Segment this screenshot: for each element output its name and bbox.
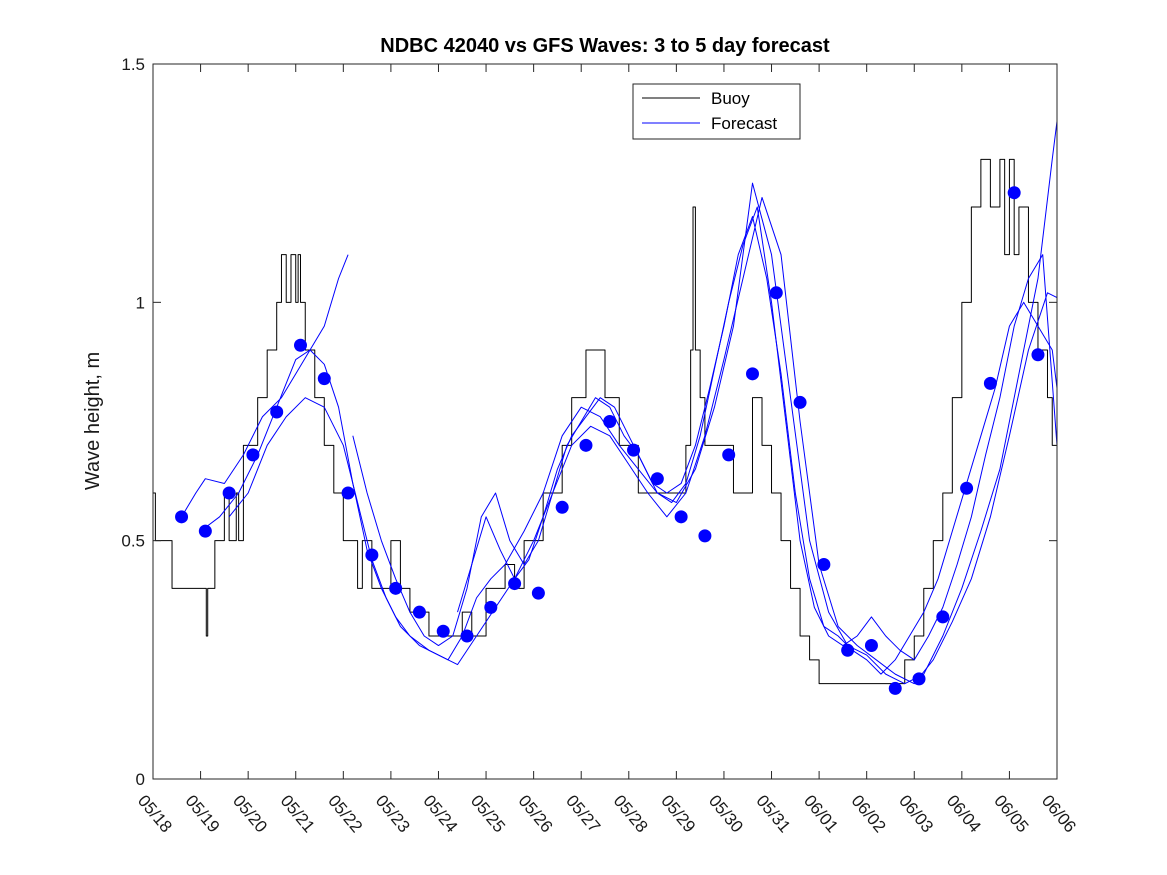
forecast-marker	[317, 372, 331, 386]
forecast-marker	[745, 367, 759, 381]
y-tick-label: 0	[136, 770, 145, 789]
series-layer	[153, 121, 1057, 695]
forecast-marker	[579, 438, 593, 452]
forecast-marker	[936, 610, 950, 624]
y-tick-label: 1	[136, 293, 145, 312]
forecast-marker	[793, 395, 807, 409]
forecast-series-line	[228, 196, 1057, 685]
forecast-marker	[460, 629, 474, 643]
forecast-marker	[508, 577, 522, 591]
chart-title: NDBC 42040 vs GFS Waves: 3 to 5 day fore…	[380, 35, 830, 57]
y-axis-label: Wave height, m	[82, 352, 104, 490]
forecast-marker	[389, 581, 403, 595]
forecast-marker	[627, 443, 641, 457]
y-tick-label: 0.5	[121, 532, 145, 551]
legend-box	[632, 83, 801, 140]
forecast-marker	[484, 600, 498, 614]
forecast-series-line	[181, 254, 349, 518]
forecast-marker	[864, 639, 878, 653]
forecast-marker	[1031, 348, 1045, 362]
forecast-marker	[365, 548, 379, 562]
forecast-marker	[769, 286, 783, 300]
forecast-marker	[888, 681, 902, 695]
forecast-marker	[983, 376, 997, 390]
forecast-marker	[603, 415, 617, 428]
forecast-marker	[270, 405, 284, 419]
forecast-marker	[555, 500, 569, 514]
forecast-marker	[293, 338, 307, 352]
forecast-marker	[674, 510, 688, 524]
forecast-marker	[531, 586, 545, 600]
legend: Buoy Forecast	[632, 83, 801, 140]
forecast-marker	[841, 643, 855, 657]
forecast-marker	[912, 672, 926, 686]
forecast-marker	[222, 486, 236, 500]
forecast-marker	[698, 529, 712, 543]
forecast-marker	[175, 510, 189, 524]
forecast-marker	[198, 524, 212, 538]
forecast-marker	[650, 472, 664, 486]
legend-label-buoy: Buoy	[711, 89, 750, 108]
forecast-marker	[341, 486, 355, 500]
forecast-marker	[960, 481, 974, 495]
forecast-series-line	[457, 206, 1057, 661]
y-axis: 0 0.5 1 1.5	[121, 55, 1057, 789]
legend-label-forecast: Forecast	[711, 114, 777, 133]
forecast-marker	[246, 448, 260, 462]
forecast-marker	[412, 605, 426, 619]
plot-frame	[152, 63, 1058, 780]
forecast-marker	[1007, 186, 1021, 200]
forecast-marker	[817, 558, 831, 571]
forecast-marker	[436, 624, 450, 638]
y-tick-label: 1.5	[121, 55, 145, 74]
forecast-marker	[722, 448, 736, 462]
